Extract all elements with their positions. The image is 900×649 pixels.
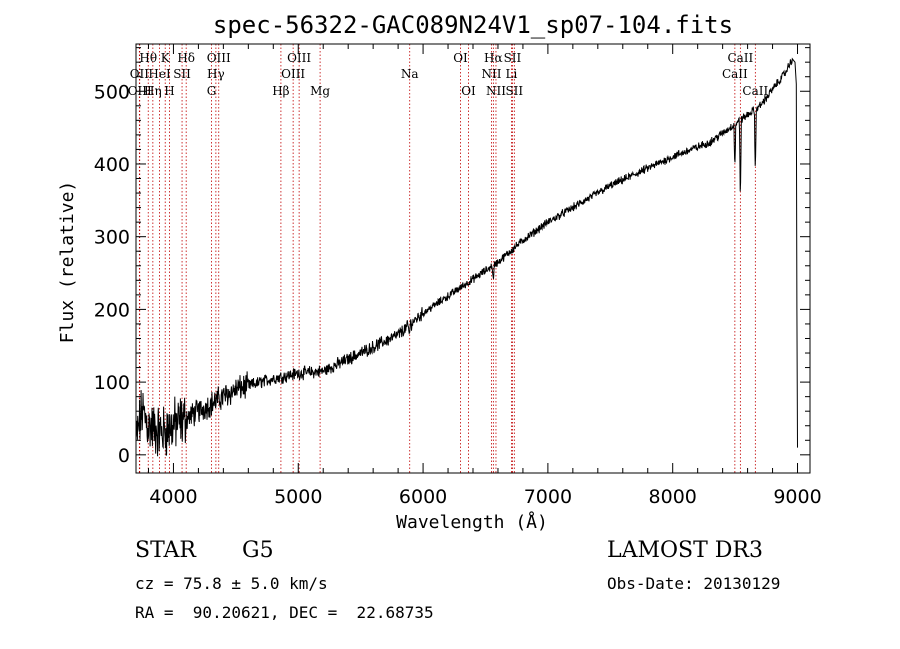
x-tick-label: 8000 xyxy=(649,486,697,508)
line-label: OIII xyxy=(207,51,231,65)
y-axis-label: Flux (relative) xyxy=(57,181,78,344)
line-label: OI xyxy=(453,51,468,65)
line-label: Li xyxy=(506,67,518,81)
line-label: Mg xyxy=(310,84,330,98)
survey-name: LAMOST DR3 xyxy=(607,538,763,563)
line-label: Hβ xyxy=(272,84,289,98)
y-tick-label: 500 xyxy=(94,81,130,103)
line-label: Hγ xyxy=(207,67,225,81)
y-tick-label: 100 xyxy=(94,372,130,394)
line-label: H xyxy=(164,84,174,98)
line-label: K xyxy=(161,51,171,65)
line-label: OII xyxy=(130,67,150,81)
line-label: CaII xyxy=(742,84,768,98)
y-tick-label: 400 xyxy=(94,154,130,176)
x-axis-label: Wavelength (Å) xyxy=(396,511,548,533)
line-label: Hη xyxy=(144,84,162,98)
x-tick-label: 6000 xyxy=(399,486,447,508)
line-label: Hα xyxy=(484,51,503,65)
chart-title: spec-56322-GAC089N24V1_sp07-104.fits xyxy=(213,11,733,39)
x-tick-label: 7000 xyxy=(524,486,572,508)
line-label: G xyxy=(207,84,217,98)
line-label: OI xyxy=(461,84,476,98)
spectral-line-markers xyxy=(138,44,756,473)
line-label: OIII xyxy=(287,51,311,65)
object-class: STAR xyxy=(135,538,196,563)
line-label: CaII xyxy=(727,51,753,65)
line-label: Na xyxy=(401,67,419,81)
y-axis: 0 100 200 300 400 500 xyxy=(94,47,810,467)
plot-frame xyxy=(135,43,811,474)
x-tick-label: 5000 xyxy=(274,486,322,508)
y-tick-label: 300 xyxy=(94,227,130,249)
line-label: CaII xyxy=(722,67,748,81)
y-tick-label: 0 xyxy=(118,445,130,467)
x-tick-label: 4000 xyxy=(149,486,197,508)
coordinates: RA = 90.20621, DEC = 22.68735 xyxy=(135,603,434,622)
spectrum-line xyxy=(135,57,798,457)
line-label: SII xyxy=(504,51,522,65)
line-label: NII xyxy=(481,67,501,81)
y-tick-label: 200 xyxy=(94,299,130,321)
x-tick-label: 9000 xyxy=(773,486,821,508)
subclass: G5 xyxy=(242,538,274,563)
line-label: OIII xyxy=(281,67,305,81)
line-label: SII xyxy=(173,67,191,81)
line-label: SII xyxy=(505,84,523,98)
line-label: HeI xyxy=(148,67,171,81)
redshift-value: cz = 75.8 ± 5.0 km/s xyxy=(135,574,328,593)
line-label: Hθ xyxy=(139,51,157,65)
observation-date: Obs-Date: 20130129 xyxy=(607,574,781,593)
x-axis: 4000 5000 6000 7000 8000 9000 xyxy=(147,44,822,508)
line-label: Hδ xyxy=(177,51,195,65)
line-label: NII xyxy=(486,84,506,98)
